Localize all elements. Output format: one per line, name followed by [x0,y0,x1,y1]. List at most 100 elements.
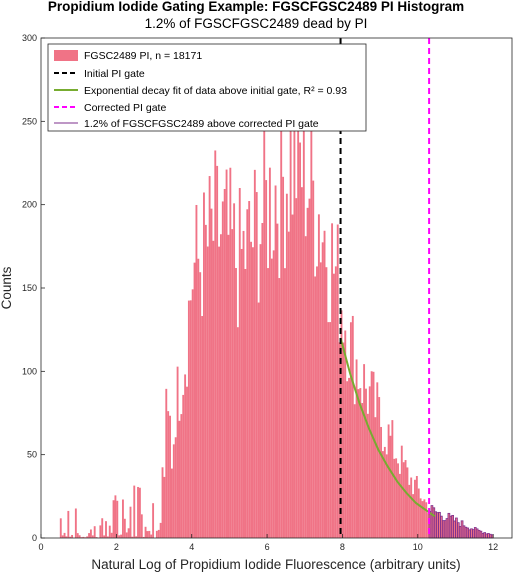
x-tick-label: 12 [488,542,498,552]
histogram-bar [263,125,266,538]
histogram-bar [161,467,164,538]
y-axis-label: Counts [0,266,14,309]
histogram-bar [438,512,441,538]
histogram-bar [425,502,428,538]
histogram-bar [201,316,204,538]
histogram-bar [125,532,128,538]
legend-label-corrected-gate: Corrected PI gate [84,102,166,114]
histogram-bar [105,521,107,538]
histogram-bar [412,494,415,538]
histogram-bar [122,499,124,538]
histogram-bar [187,300,190,538]
histogram-bar [223,188,226,539]
legend-label-histogram: FGSC2489 PI, n = 18171 [84,50,202,62]
histogram-bar [287,231,290,538]
histogram-bar [89,529,92,538]
histogram-bar [319,262,322,538]
y-tick-label: 250 [22,116,37,126]
histogram-bar [114,495,117,538]
histogram-bar [257,302,260,538]
histogram-bar [242,230,245,538]
histogram-bar [193,262,196,538]
histogram-bar [366,413,369,538]
histogram-bar [182,394,185,538]
histogram-bar [436,512,439,538]
histogram-bar [391,420,394,538]
histogram-bar [289,130,292,538]
x-tick-label: 6 [265,542,270,552]
histogram-bar [419,498,422,538]
histogram-bar [135,536,138,538]
histogram-bar [414,479,416,538]
histogram-bar [451,515,454,538]
histogram-bar [415,476,418,538]
histogram-bar [270,258,273,538]
histogram-bar [489,534,492,538]
histogram-bar [231,229,234,538]
histogram-bar [265,180,268,538]
histogram-bar [297,75,300,538]
histogram-bar [372,371,375,538]
histogram-bar [174,437,177,538]
histogram-bar [67,510,70,538]
histogram-bar [285,193,288,538]
histogram-bar [410,477,413,538]
histogram-bar [368,386,371,538]
histogram-bar [253,169,256,539]
histogram-bar [306,207,309,538]
histogram-bar [91,535,94,538]
legend-label-above-gate: 1.2% of FGSCFGSC2489 above corrected PI … [84,118,319,130]
histogram-bar [463,525,465,538]
legend-label-fit: Exponential decay fit of data above init… [84,85,347,97]
histogram-bar [453,520,456,538]
histogram-bar [129,506,132,538]
histogram-bar [321,242,324,538]
histogram-bar [167,411,170,538]
histogram-bar [470,528,473,538]
histogram-bar [434,511,437,538]
histogram-bar [137,486,139,538]
histogram-bar [487,533,490,538]
histogram-bar [280,92,283,538]
histogram-bar [93,526,96,538]
histogram-bar [447,513,450,538]
histogram-bar [240,248,243,538]
histogram-bar [69,536,72,538]
y-tick-label: 200 [22,200,37,210]
histogram-bar [327,322,330,538]
y-tick-label: 50 [27,450,37,460]
histogram-bar [395,458,398,538]
x-tick-label: 2 [114,542,119,552]
histogram-bar [310,112,313,538]
histogram-bar [459,526,462,538]
histogram-bar [229,167,232,539]
histogram-bar [333,273,335,538]
histogram-bar [218,246,220,539]
histogram-bar [184,374,187,538]
histogram-bar [142,536,145,538]
histogram-bar [59,518,62,538]
histogram-bar [199,272,202,538]
histogram-bar [382,451,384,538]
histogram-bar [163,476,166,538]
histogram-bar [398,473,401,538]
histogram-bar [468,529,471,538]
histogram-bar [293,104,296,538]
histogram-bar [99,525,102,538]
histogram-bar [481,533,484,538]
histogram-bar [314,276,317,538]
histogram-bars [59,75,494,539]
x-tick-label: 10 [413,542,423,552]
histogram-bar [152,503,155,538]
histogram-bar [267,268,269,538]
histogram-bar [176,366,179,538]
histogram-bar [432,507,435,538]
histogram-bar [334,266,337,538]
histogram-bar [442,520,445,538]
histogram-bar [278,278,281,538]
x-axis-ticks: 0 2 4 6 8 10 12 [38,534,498,552]
histogram-bar [252,247,254,539]
histogram-bar [261,223,264,538]
y-tick-label: 100 [22,366,37,376]
